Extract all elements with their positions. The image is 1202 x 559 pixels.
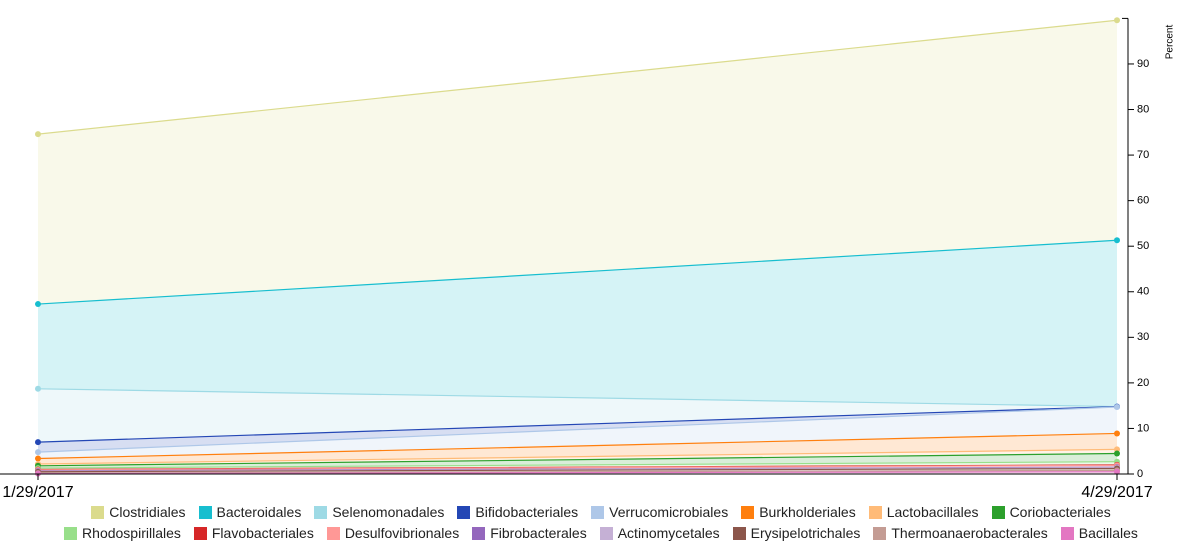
legend-swatch [472,526,486,540]
point [35,439,41,446]
legend-item: Bifidobacteriales [457,504,578,520]
y-tick-label: 0 [1137,468,1143,480]
y-tick-label: 90 [1137,58,1149,70]
area-line [37,406,1118,453]
legend-swatch [314,505,328,519]
legend-label: Selenomonadales [332,504,445,520]
point [1114,430,1120,437]
area [38,407,1117,459]
y-tick-label: 60 [1137,195,1149,207]
legend-label: Erysipelotrichales [750,525,861,541]
point [1114,404,1120,411]
area-line [37,19,1118,135]
legend-swatch [326,526,340,540]
area-line [37,469,1118,474]
legend-label: Clostridiales [109,504,186,520]
legend-item: Lactobacillales [868,504,979,520]
point [1114,468,1120,475]
legend-label: Lactobacillales [886,504,979,520]
legend-item: Bacteroidales [198,504,302,520]
legend-swatch [193,526,207,540]
legend-label: Desulfovibrionales [344,525,460,541]
legend-label: Bifidobacteriales [475,504,579,520]
y-tick-label: 10 [1137,422,1149,434]
legend-item: Desulfovibrionales [326,525,460,541]
point [35,455,41,462]
legend-label: Fibrobacterales [490,525,587,541]
area-line [37,467,1118,473]
area [38,20,1117,305]
point [1114,446,1120,453]
legend-swatch [457,505,471,519]
area-line [37,452,1118,467]
legend-swatch [591,505,605,519]
legend-item: Fibrobacterales [472,525,587,541]
legend-item: Thermoanaerobacterales [873,525,1048,541]
legend-swatch [64,526,78,540]
legend: Rhodospirillales Flavobacteriales Desulfov… [0,525,1202,541]
legend-item: Burkholderiales [741,504,856,520]
area-line [37,461,1118,469]
point [35,449,41,456]
legend-swatch [868,505,882,519]
legend-swatch [1060,526,1074,540]
y-tick-label: 50 [1137,240,1149,252]
area [38,433,1117,464]
legend-item: Actinomycetales [599,525,720,541]
legend-label: Bacteroidales [216,504,302,520]
x-tick-label: 4/29/2017 [1081,484,1152,500]
legend-item: Verrucomicrobiales [591,504,728,520]
y-tick-label: 40 [1137,286,1149,298]
area-line [37,448,1118,465]
point [1114,237,1120,244]
legend-swatch [91,505,105,519]
y-tick-label: 20 [1137,377,1149,389]
area-line [37,464,1118,471]
y-tick-label: 70 [1137,149,1149,161]
point [35,385,41,392]
legend-label: Thermoanaerobacterales [891,525,1048,541]
y-axis-label: Percent [1165,25,1176,60]
legend-item: Flavobacteriales [193,525,314,541]
chart: Percent 0 10 20 30 40 50 60 70 80 90 1/29/2017 4/29… [0,17,1176,500]
area-line [37,405,1118,443]
legend-swatch [873,526,887,540]
y-tick-label: 80 [1137,103,1149,115]
legend-swatch [741,505,755,519]
area [38,388,1117,443]
legend-label: Bacillales [1078,525,1138,541]
x-tick-label: 1/29/2017 [2,484,73,500]
legend-label: Flavobacteriales [211,525,314,541]
y-tick-label: 30 [1137,331,1149,343]
legend-item: Erysipelotrichales [732,525,861,541]
legend-label: Rhodospirillales [82,525,181,541]
point [1114,17,1120,24]
legend-swatch [198,505,212,519]
legend-swatch [991,505,1005,519]
legend-label: Coriobacteriales [1009,504,1111,520]
area-line [37,432,1118,460]
point [1114,450,1120,457]
legend-item: Rhodospirillales [64,525,181,541]
legend-swatch [599,526,613,540]
legend-label: Verrucomicrobiales [609,504,729,520]
legend-swatch [732,526,746,540]
area-line [37,388,1118,408]
legend-label: Burkholderiales [759,504,856,520]
area-line [37,239,1118,305]
legend-item: Selenomonadales [314,504,444,520]
legend-item: Bacillales [1060,525,1138,541]
legend-item: Coriobacteriales [991,504,1111,520]
point [35,131,41,138]
area [38,240,1117,407]
legend-label: Actinomycetales [617,525,720,541]
point [35,301,41,308]
area-line [37,471,1118,475]
areas [38,20,1117,474]
legend-item: Clostridiales [91,504,186,520]
legend: Clostridiales Bacteroidales Selenomonadale… [0,504,1202,520]
